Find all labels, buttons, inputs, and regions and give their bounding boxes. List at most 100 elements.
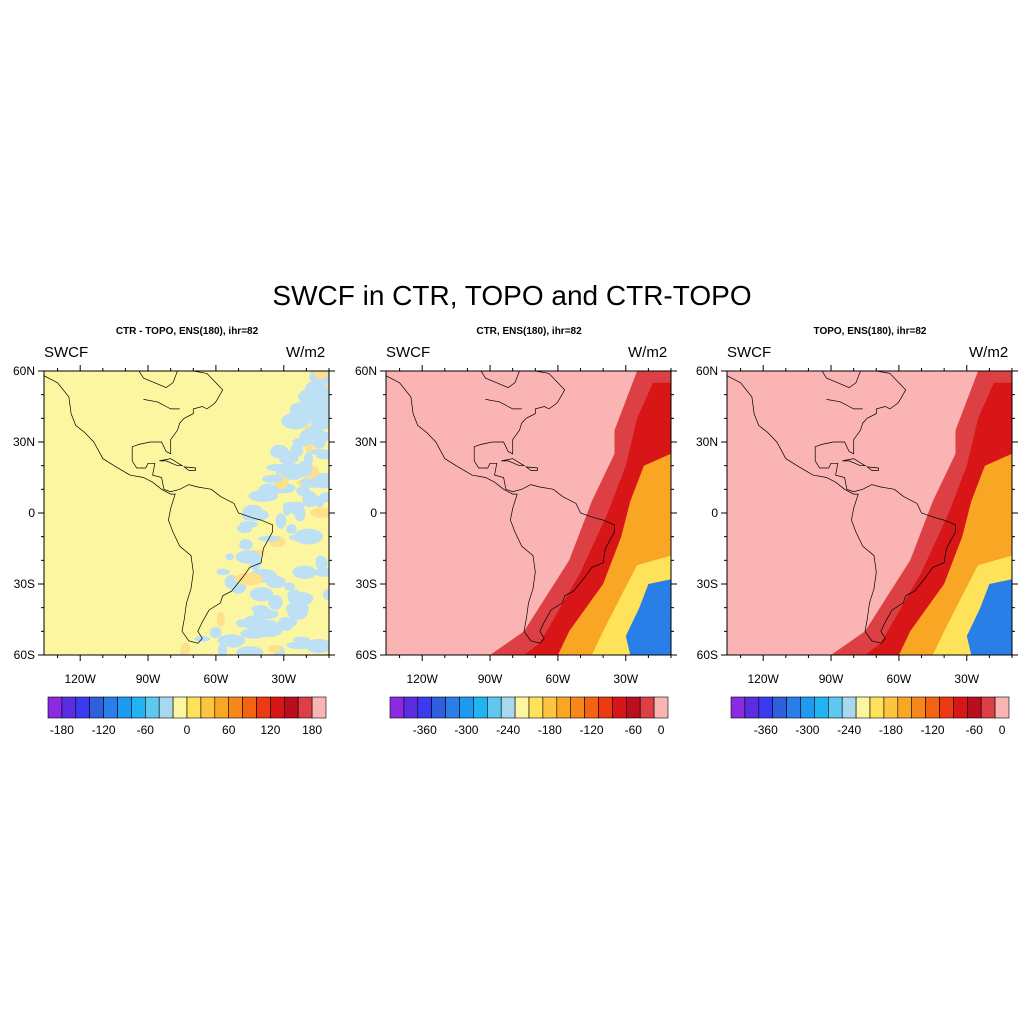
coastline-americas — [386, 371, 615, 644]
colorbar: -360 -300 -240 -180 -120 -60 0 — [389, 696, 669, 737]
colorbar-label: -180 — [879, 723, 903, 737]
variable-label: SWCF — [386, 344, 431, 361]
field-patch — [282, 501, 306, 508]
field-patch — [310, 507, 329, 518]
lat-tick-label: 60S — [14, 648, 35, 662]
lon-tick-label: 30W — [613, 672, 638, 686]
colorbar: -360 -300 -240 -180 -120 -60 0 — [730, 696, 1010, 737]
colorbar-swatch — [214, 696, 230, 719]
colorbar-swatch — [612, 696, 627, 719]
field-patch — [235, 619, 250, 628]
colorbar-label: -300 — [454, 723, 478, 737]
lon-tick-label: 60W — [546, 672, 571, 686]
colorbar-swatch — [883, 696, 899, 719]
field-patch — [267, 644, 282, 653]
field-patch — [209, 626, 222, 639]
field-patch — [217, 634, 246, 648]
coastline-hudson-bay — [138, 371, 178, 388]
colorbar-swatch — [542, 696, 558, 719]
colorbar-swatch — [311, 696, 327, 719]
colorbar-swatch — [855, 696, 871, 719]
colorbar-swatch — [445, 696, 460, 719]
figure-title: SWCF in CTR, TOPO and CTR-TOPO — [272, 280, 752, 311]
colorbar-swatch — [487, 696, 502, 719]
field-patch — [292, 636, 310, 643]
colorbar-label: 0 — [999, 723, 1006, 737]
colorbar-label: -60 — [966, 723, 984, 737]
lon-tick-label: 90W — [819, 672, 844, 686]
colorbar-swatch — [911, 696, 926, 719]
colorbar-label: -180 — [538, 723, 562, 737]
coastline-hispaniola — [525, 466, 538, 471]
colorbar-swatch — [256, 696, 271, 719]
colorbar-swatch — [47, 696, 63, 719]
coastline-hudson-bay — [480, 371, 520, 388]
coastlines — [386, 371, 615, 644]
lon-tick-label: 30W — [271, 672, 296, 686]
panel-ctr-minus-topo: CTR - TOPO, ENS(180), ihr=82 SWCF W/m2 6… — [0, 320, 335, 750]
coastline-great-lakes — [485, 399, 522, 410]
field-patch — [239, 539, 253, 550]
field-patch — [180, 642, 191, 655]
colorbar-swatch — [473, 696, 488, 719]
units-label: W/m2 — [286, 344, 326, 361]
colorbar-swatch — [953, 696, 968, 719]
field-patch — [313, 371, 329, 379]
colorbar-swatch — [500, 696, 516, 719]
field-patch — [285, 602, 310, 615]
coastline-cuba — [501, 458, 526, 467]
field-patch — [267, 474, 284, 483]
colorbar-swatch — [172, 696, 188, 719]
colorbar-swatch — [828, 696, 843, 719]
contour-field — [44, 371, 329, 655]
colorbar-swatch — [653, 696, 669, 719]
colorbar-swatch — [417, 696, 433, 719]
colorbar-swatch — [103, 696, 118, 719]
field-blue — [625, 579, 671, 655]
field-patch — [308, 424, 320, 434]
colorbar-swatch — [158, 696, 174, 719]
coastline-great-lakes — [826, 399, 863, 410]
colorbar-label: 120 — [260, 723, 280, 737]
field-patch — [287, 591, 314, 606]
colorbar-swatch — [841, 696, 857, 719]
field-patch — [287, 409, 314, 424]
colorbar-swatch — [897, 696, 913, 719]
colorbar-swatch — [514, 696, 530, 719]
lat-tick-label: 60N — [355, 364, 377, 378]
colorbar-label: -120 — [92, 723, 116, 737]
lat-tick-label: 0 — [711, 506, 718, 520]
colorbar-swatch — [200, 696, 216, 719]
coastline-cuba — [159, 458, 184, 467]
colorbar-swatch — [584, 696, 599, 719]
lon-tick-label: 60W — [887, 672, 912, 686]
lon-tick-label: 120W — [748, 672, 780, 686]
colorbar-swatch — [117, 696, 132, 719]
colorbar-swatch — [869, 696, 885, 719]
colorbar-label: -60 — [625, 723, 643, 737]
colorbar-label: 0 — [184, 723, 191, 737]
coastline-hispaniola — [183, 466, 196, 471]
lon-tick-label: 60W — [204, 672, 229, 686]
coastlines — [727, 371, 956, 644]
variable-label: SWCF — [727, 344, 772, 361]
coastline-cuba — [842, 458, 867, 467]
field-patch — [301, 438, 311, 445]
lat-tick-label: 30N — [13, 435, 35, 449]
colorbar-swatch — [625, 696, 641, 719]
field-patch — [292, 565, 317, 579]
colorbar: -180 -120 -60 0 60 120 180 — [47, 696, 327, 737]
colorbar-swatch — [730, 696, 746, 719]
panel-title: CTR - TOPO, ENS(180), ihr=82 — [115, 326, 259, 337]
coastline-hispaniola — [866, 466, 879, 471]
colorbar-swatch — [403, 696, 419, 719]
field-patch — [305, 444, 314, 452]
colorbar-swatch — [980, 696, 996, 719]
field-patch — [323, 404, 329, 420]
colorbar-swatch — [89, 696, 104, 719]
colorbar-swatch — [431, 696, 446, 719]
colorbar-swatch — [242, 696, 257, 719]
colorbar-swatch — [228, 696, 243, 719]
field-patch — [242, 504, 264, 519]
field-patch — [216, 611, 225, 627]
